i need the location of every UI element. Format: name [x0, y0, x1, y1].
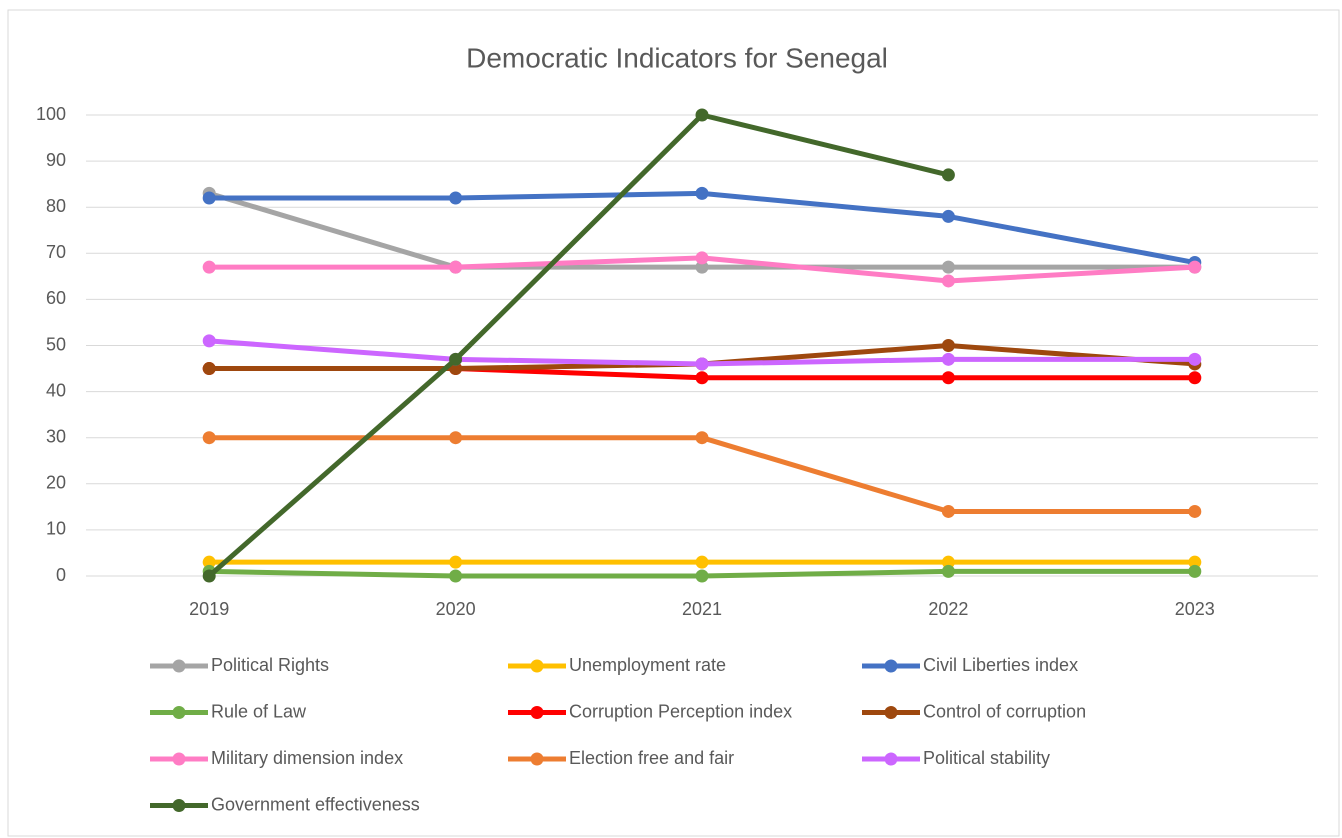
point	[449, 431, 463, 445]
point	[695, 371, 709, 385]
legend-marker	[172, 799, 186, 812]
point	[941, 168, 955, 182]
legend-marker	[172, 659, 186, 673]
point	[449, 191, 463, 205]
point	[1188, 371, 1202, 385]
legend-label: Military dimension index	[211, 748, 403, 768]
legend-label: Civil Liberties index	[923, 655, 1078, 675]
y-tick-label: 80	[46, 196, 66, 216]
y-tick-label: 40	[46, 380, 66, 400]
point	[941, 352, 955, 366]
point	[695, 260, 709, 274]
point	[1188, 564, 1202, 578]
legend-label: Political stability	[923, 748, 1050, 768]
point	[202, 260, 216, 274]
legend-marker	[884, 659, 898, 673]
point	[202, 191, 216, 205]
point	[695, 569, 709, 583]
point	[1188, 555, 1202, 569]
x-tick-label: 2022	[928, 599, 968, 619]
point	[695, 251, 709, 265]
point	[941, 209, 955, 223]
point	[1188, 504, 1202, 518]
y-tick-label: 70	[46, 242, 66, 262]
legend-label: Election free and fair	[569, 748, 734, 768]
point	[202, 334, 216, 348]
point	[695, 186, 709, 200]
legend-label: Control of corruption	[923, 701, 1086, 721]
point	[695, 431, 709, 445]
point	[695, 108, 709, 122]
chart-title: Democratic Indicators for Senegal	[466, 42, 888, 73]
point	[449, 569, 463, 583]
legend-label: Government effectiveness	[211, 794, 420, 814]
point	[202, 569, 216, 583]
legend-marker	[172, 706, 186, 719]
y-tick-label: 50	[46, 334, 66, 354]
legend-label: Political Rights	[211, 655, 329, 675]
y-tick-label: 100	[36, 104, 66, 124]
point	[941, 564, 955, 578]
point	[1188, 352, 1202, 366]
point	[449, 555, 463, 569]
point	[941, 555, 955, 569]
point	[941, 371, 955, 385]
point	[202, 362, 216, 376]
point	[202, 431, 216, 445]
legend-label: Corruption Perception index	[569, 701, 792, 721]
legend-marker	[530, 752, 544, 766]
chart-border	[7, 9, 1340, 837]
x-tick-label: 2020	[436, 599, 476, 619]
point	[202, 555, 216, 569]
point	[449, 260, 463, 274]
point	[1188, 260, 1202, 274]
legend-marker	[530, 706, 544, 719]
point	[449, 352, 463, 366]
x-tick-label: 2023	[1175, 599, 1215, 619]
y-tick-label: 60	[46, 288, 66, 308]
y-tick-label: 30	[46, 426, 66, 446]
x-tick-label: 2021	[682, 599, 722, 619]
legend-marker	[530, 659, 544, 673]
point	[695, 555, 709, 569]
legend-marker	[884, 752, 898, 766]
point	[941, 339, 955, 352]
point	[941, 274, 955, 288]
point	[941, 260, 955, 274]
legend-label: Rule of Law	[211, 701, 307, 721]
x-tick-label: 2019	[189, 599, 229, 619]
point	[695, 357, 709, 371]
y-tick-label: 20	[46, 473, 66, 493]
series-line	[206, 112, 951, 579]
point	[941, 504, 955, 518]
legend-label: Unemployment rate	[569, 655, 726, 675]
y-tick-label: 90	[46, 150, 66, 170]
y-tick-label: 10	[46, 519, 66, 539]
legend-marker	[884, 706, 898, 719]
y-tick-label: 0	[56, 565, 66, 585]
legend-marker	[172, 752, 186, 766]
